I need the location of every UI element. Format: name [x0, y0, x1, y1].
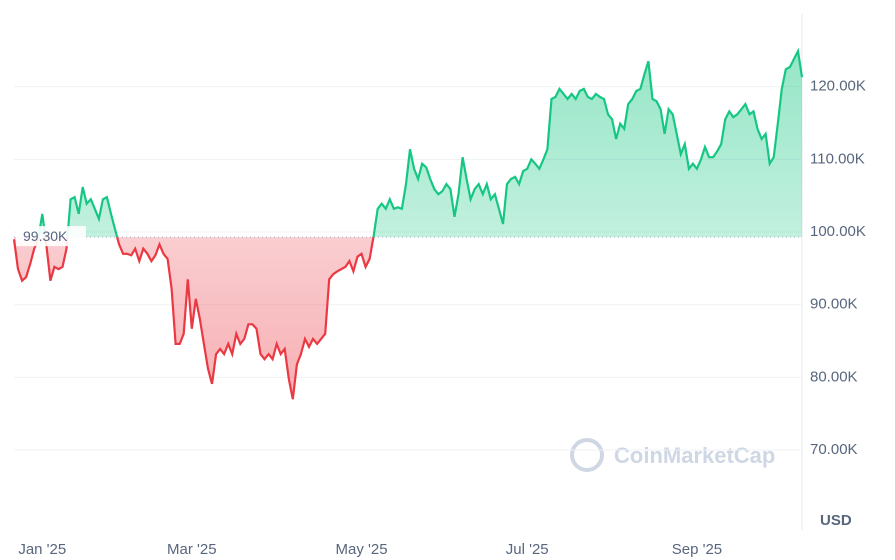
y-unit: USD: [820, 512, 852, 529]
x-tick-label: Mar '25: [167, 541, 217, 558]
x-tick-label: May '25: [335, 541, 387, 558]
watermark: CoinMarketCap: [570, 438, 775, 472]
area-down: [14, 237, 374, 400]
watermark-text: CoinMarketCap: [614, 443, 775, 468]
area-up: [14, 51, 802, 238]
y-tick-label: 110.00K: [810, 150, 865, 167]
y-tick-label: 120.00K: [810, 78, 866, 95]
y-tick-label: 90.00K: [810, 296, 858, 313]
line-up: [37, 47, 804, 238]
y-tick-label: 70.00K: [810, 441, 858, 458]
x-tick-label: Sep '25: [672, 541, 722, 558]
baseline-label-box: [16, 226, 86, 247]
baseline-label: 99.30K: [23, 228, 68, 244]
y-tick-label: 80.00K: [810, 368, 858, 385]
x-tick-label: Jan '25: [18, 541, 66, 558]
line-down: [12, 237, 375, 400]
x-tick-label: Jul '25: [506, 541, 549, 558]
y-tick-label: 100.00K: [810, 223, 866, 240]
